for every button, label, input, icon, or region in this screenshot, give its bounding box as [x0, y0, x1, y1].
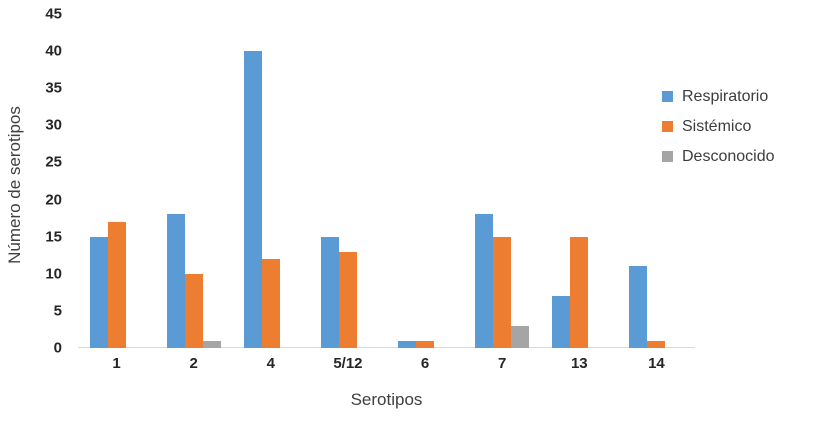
- legend-label-respiratorio: Respiratorio: [682, 87, 769, 105]
- x-tick-label-2: 2: [189, 355, 198, 372]
- y-tick-label: 5: [53, 302, 62, 320]
- bar-respiratorio-14: [629, 266, 648, 348]
- y-tick-label: 15: [45, 228, 62, 246]
- bar-respiratorio-4: [243, 51, 262, 348]
- y-tick-label: 25: [45, 153, 62, 171]
- bar-sistemico-13: [570, 236, 589, 348]
- bar-group-5-12: [309, 14, 386, 348]
- bar-sistemico-6: [416, 340, 435, 348]
- x-axis-line: [78, 347, 695, 348]
- bar-respiratorio-13: [552, 296, 571, 348]
- x-tick-label-14: 14: [648, 355, 665, 372]
- y-tick-label: 10: [45, 265, 62, 283]
- bar-sistemico-14: [647, 340, 666, 348]
- y-tick-label: 40: [45, 42, 62, 60]
- plot-area: [78, 14, 695, 348]
- bar-desconocido-7: [511, 325, 530, 348]
- bar-sistemico-5-12: [338, 251, 357, 348]
- legend-item-desconocido: Desconocido: [662, 146, 775, 167]
- x-tick-label-5-12: 5/12: [333, 355, 363, 372]
- x-tick-label-7: 7: [498, 355, 507, 372]
- bar-respiratorio-6: [398, 340, 417, 348]
- legend-label-desconocido: Desconocido: [682, 147, 775, 165]
- bar-group-2: [155, 14, 232, 348]
- y-tick-label: 0: [53, 339, 62, 357]
- x-tick-label-6: 6: [420, 355, 430, 372]
- legend-swatch-sistemico: [662, 121, 673, 132]
- x-tick-label-1: 1: [112, 355, 121, 372]
- bar-sistemico-1: [107, 221, 126, 348]
- y-axis-tick-labels: 0 5 10 15 20 25 30 35 40 45: [0, 6, 62, 357]
- legend: Respiratorio Sistémico Desconocido: [662, 86, 775, 176]
- bar-respiratorio-5-12: [320, 236, 339, 348]
- y-tick-label: 20: [45, 191, 62, 209]
- bar-group-6: [387, 14, 464, 348]
- bar-group-13: [541, 14, 618, 348]
- x-tick-label-4: 4: [266, 355, 275, 372]
- bar-group-7: [464, 14, 541, 348]
- bar-group-4: [232, 14, 309, 348]
- bar-respiratorio-1: [89, 236, 108, 348]
- bar-respiratorio-2: [166, 214, 185, 348]
- y-tick-label: 30: [45, 116, 62, 134]
- legend-label-sistemico: Sistémico: [682, 117, 752, 135]
- bar-group-1: [78, 14, 155, 348]
- bar-group-14: [618, 14, 695, 348]
- bar-sistemico-7: [493, 236, 512, 348]
- y-tick-label: 45: [45, 5, 62, 23]
- bar-desconocido-2: [202, 340, 221, 348]
- legend-swatch-respiratorio: [662, 91, 673, 102]
- bar-sistemico-4: [261, 258, 280, 348]
- x-axis-title: Serotipos: [350, 390, 423, 409]
- legend-item-sistemico: Sistémico: [662, 116, 775, 137]
- bar-respiratorio-7: [475, 214, 494, 348]
- x-axis-tick-labels: 1 2 4 5/12 6 7 13 14: [78, 355, 695, 372]
- x-tick-label-13: 13: [570, 355, 588, 372]
- legend-item-respiratorio: Respiratorio: [662, 86, 775, 107]
- bar-sistemico-2: [184, 273, 203, 348]
- y-tick-label: 35: [45, 79, 62, 97]
- legend-swatch-desconocido: [662, 151, 673, 162]
